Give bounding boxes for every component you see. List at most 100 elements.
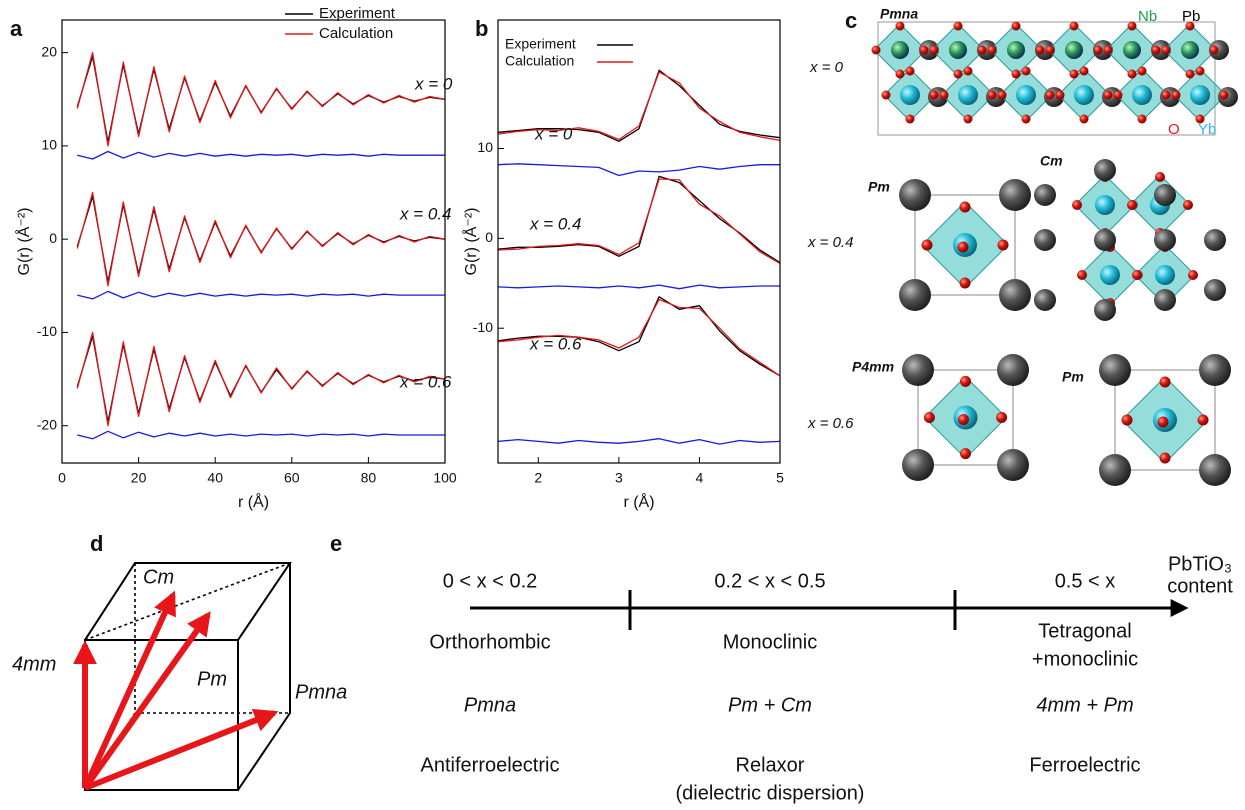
data-curve	[77, 290, 445, 300]
atom	[1035, 45, 1045, 55]
atom	[1154, 289, 1176, 311]
x-tick-label: 5	[776, 470, 784, 486]
panel-label: b	[475, 16, 488, 41]
polarization-arrows	[73, 590, 279, 791]
x-tick-label: 100	[433, 470, 457, 486]
atom	[1199, 354, 1231, 386]
symmetry: Pm + Cm	[728, 694, 812, 716]
curve-label: x = 0	[534, 124, 573, 143]
x-tick-label: 2	[534, 470, 542, 486]
atom	[1127, 21, 1137, 31]
atom	[871, 45, 881, 55]
axis-label: PbTiO₃	[1168, 553, 1232, 575]
atom	[1188, 270, 1198, 280]
atom	[1159, 376, 1171, 388]
atom	[923, 412, 935, 423]
crystal-phase: Tetragonal	[1038, 620, 1131, 642]
dielectric-property: Antiferroelectric	[421, 754, 560, 776]
atom	[1007, 41, 1025, 59]
y-tick-label: 20	[41, 43, 57, 59]
atom	[1137, 66, 1147, 76]
space-group-label: Pmna	[880, 6, 918, 22]
cube-hidden-edges	[84, 562, 291, 791]
data-curve	[76, 51, 446, 147]
atom	[919, 45, 929, 55]
x-tick-label: 4	[696, 470, 704, 486]
atom	[1045, 45, 1055, 55]
atom	[939, 90, 949, 100]
atom	[1132, 270, 1142, 280]
composition-range: 0.5 < x	[1055, 570, 1116, 592]
atom	[1204, 229, 1226, 251]
unit-cell	[877, 21, 1216, 136]
atom	[959, 277, 971, 289]
unit-cell	[914, 194, 1016, 296]
atom	[1093, 40, 1113, 60]
curve-label: x = 0.4	[399, 204, 452, 223]
element-label: O	[1168, 121, 1180, 138]
atom	[1161, 90, 1171, 100]
data-curve	[76, 191, 446, 287]
y-tick-label: -20	[37, 416, 57, 432]
atom	[1121, 414, 1133, 426]
legend-label: Calculation	[319, 25, 393, 42]
data-curve	[77, 150, 445, 160]
atom	[1190, 85, 1210, 105]
atom	[1011, 69, 1021, 79]
atom	[905, 66, 915, 76]
atom	[899, 179, 931, 211]
curve-label: x = 0.6	[529, 334, 582, 353]
composition-label: x = 0.4	[807, 234, 853, 251]
atom	[1069, 21, 1079, 31]
atom	[1183, 200, 1193, 210]
plot-frame	[497, 19, 781, 464]
atom	[1171, 90, 1181, 100]
data-curve	[497, 163, 780, 177]
data-curve	[76, 331, 446, 427]
crystal-structures: x = 0 x = 0.4 x = 0.6 Pmna Pm Cm P4mm Pm Nb Pb O Yb	[807, 6, 1238, 486]
data-curve	[497, 298, 781, 377]
atom	[977, 40, 997, 60]
atom	[1021, 66, 1031, 76]
line-chart: 2 3 4 5 -10 0 10 r (Å) G(r) (Å⁻²) x = 0 x = 0.4 x =…	[461, 19, 784, 511]
crystal-phase: +monoclinic	[1032, 648, 1138, 670]
space-group-label: Pm	[1062, 369, 1084, 385]
panel-label: e	[330, 531, 342, 556]
panel-label: c	[845, 8, 857, 33]
y-axis-label: G(r) (Å⁻²)	[461, 208, 480, 276]
atom	[1094, 299, 1116, 321]
atom	[1093, 45, 1103, 55]
panel-label: a	[10, 16, 23, 41]
crystal-phase: Monoclinic	[723, 631, 817, 653]
atom	[997, 239, 1009, 251]
atom	[1155, 265, 1175, 285]
curve-label: x = 0.6	[399, 372, 452, 391]
atom	[1100, 265, 1120, 285]
atom	[1127, 69, 1137, 79]
atom	[1099, 454, 1131, 486]
atom	[891, 41, 909, 59]
unit-cell	[917, 369, 1014, 466]
atom	[895, 21, 905, 31]
composition-label: x = 0.6	[807, 415, 854, 432]
symmetry: Pmna	[464, 694, 516, 716]
x-axis-label: r (Å)	[623, 492, 654, 511]
atom	[960, 448, 971, 460]
atom	[949, 41, 967, 59]
atom	[1161, 45, 1171, 55]
atom	[1113, 90, 1123, 100]
atom	[1074, 85, 1094, 105]
dielectric-property: Ferroelectric	[1029, 754, 1140, 776]
atom	[1159, 452, 1171, 464]
atom	[905, 114, 915, 124]
atom	[1094, 229, 1116, 251]
atom	[957, 241, 969, 253]
y-tick-label: -10	[473, 319, 493, 335]
atom	[1095, 195, 1115, 215]
atom	[960, 375, 971, 387]
atom	[881, 90, 891, 100]
y-tick-label: 10	[41, 137, 57, 153]
atom	[958, 85, 978, 105]
